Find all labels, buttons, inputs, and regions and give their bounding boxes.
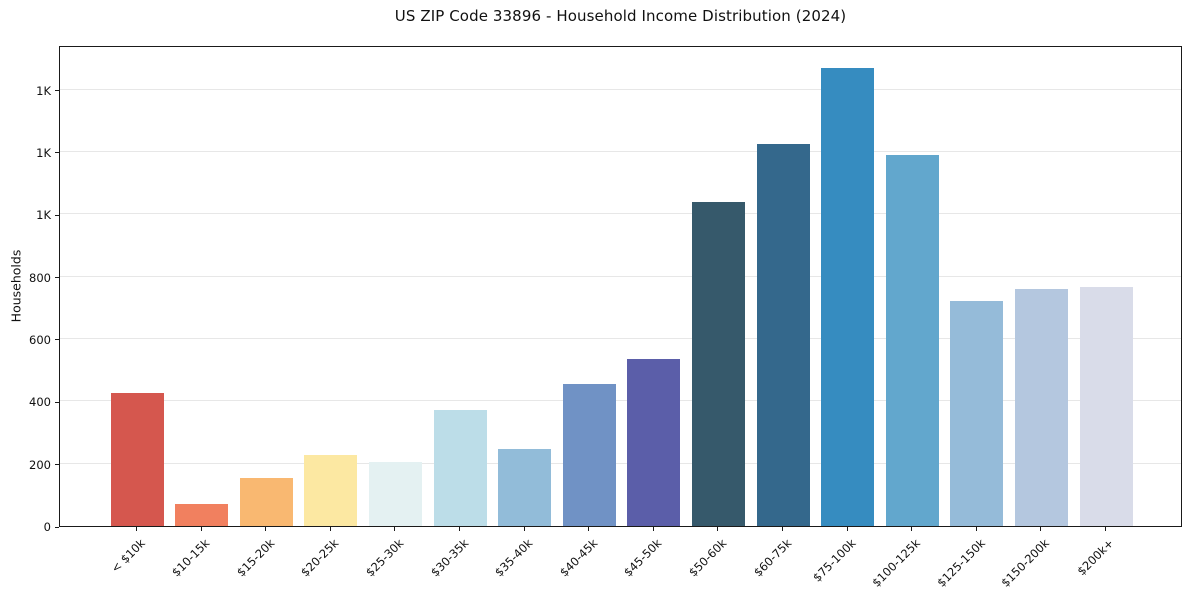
- x-tick-mark: [200, 527, 202, 531]
- chart-title: US ZIP Code 33896 - Household Income Dis…: [394, 7, 847, 25]
- x-tick-label: $125-150k: [933, 536, 988, 590]
- bar-15-20k: [239, 477, 293, 526]
- bar-20-25k: [304, 454, 358, 526]
- x-tick-label: $20-25k: [298, 536, 342, 580]
- bar-25-30k: [368, 462, 422, 526]
- x-tick-label: $200k+: [1074, 536, 1117, 579]
- bar-10k: [110, 392, 164, 526]
- y-tick-mark: [55, 277, 59, 279]
- gridline-y200: [60, 462, 1181, 464]
- x-tick-mark: [588, 527, 590, 531]
- x-tick-mark: [782, 527, 783, 531]
- x-tick-label: $50-60k: [685, 536, 730, 580]
- x-tick-mark: [459, 527, 460, 531]
- x-tick-label: $150-200k: [998, 536, 1053, 590]
- x-tick-label: < $10k: [108, 536, 148, 576]
- x-tick-label: $10-15k: [169, 536, 213, 580]
- bar-200k: [1079, 287, 1133, 526]
- bar-75-100k: [821, 67, 875, 526]
- gridline-y800: [60, 275, 1181, 277]
- x-tick-label: $40-45k: [556, 536, 601, 580]
- x-tick-label: $100-125k: [869, 536, 924, 590]
- bar-50-60k: [691, 202, 745, 526]
- gridline-y1000: [60, 213, 1181, 215]
- bar-45-50k: [627, 358, 681, 526]
- x-tick-label: $60-75k: [750, 536, 794, 580]
- y-tick-mark: [55, 464, 59, 466]
- x-tick-label: $45-50k: [621, 536, 665, 580]
- x-tick-mark: [394, 527, 396, 531]
- y-tick-mark: [55, 526, 59, 528]
- gridline-y400: [60, 400, 1181, 402]
- x-tick-mark: [136, 527, 137, 531]
- y-tick-label: 600: [29, 332, 51, 347]
- x-tick-label: $35-40k: [492, 536, 536, 580]
- x-tick-mark: [265, 527, 267, 531]
- y-tick-label: 1K: [36, 145, 51, 160]
- y-tick-label: 400: [29, 395, 51, 410]
- y-tick-mark: [55, 214, 59, 216]
- x-tick-mark: [975, 527, 977, 531]
- x-tick-mark: [1040, 527, 1042, 531]
- x-tick-mark: [846, 527, 848, 531]
- x-tick-mark: [717, 527, 719, 531]
- x-tick-label: $15-20k: [233, 536, 278, 580]
- y-tick-mark: [55, 152, 59, 154]
- y-tick-label: 1K: [36, 208, 51, 223]
- x-tick-mark: [523, 527, 525, 531]
- y-tick-mark: [55, 90, 59, 92]
- x-tick-label: $25-30k: [362, 536, 407, 580]
- y-tick-mark: [55, 401, 59, 403]
- x-tick-label: $30-35k: [427, 536, 471, 580]
- x-tick-label: $75-100k: [809, 536, 859, 585]
- y-tick-label: 200: [29, 457, 51, 472]
- bar-60-75k: [756, 143, 810, 526]
- bar-30-35k: [433, 410, 487, 526]
- x-tick-mark: [329, 527, 331, 531]
- gridline-y600: [60, 337, 1181, 339]
- y-axis-label: Households: [8, 249, 24, 323]
- bar-150-200k: [1014, 288, 1068, 526]
- bar-10-15k: [175, 504, 229, 526]
- bar-40-45k: [562, 383, 616, 526]
- bar-125-150k: [950, 300, 1004, 526]
- y-tick-label: 800: [29, 270, 51, 285]
- gridline-y1400: [60, 88, 1181, 90]
- plot-area: [59, 46, 1182, 527]
- x-tick-mark: [652, 527, 654, 531]
- x-tick-mark: [911, 527, 913, 531]
- bar-100-125k: [885, 155, 939, 526]
- y-tick-label: 0: [43, 520, 51, 534]
- y-tick-label: 1K: [36, 83, 51, 98]
- bar-35-40k: [498, 449, 552, 526]
- y-tick-mark: [55, 339, 59, 341]
- gridline-y1200: [60, 150, 1181, 152]
- x-tick-mark: [1105, 527, 1106, 531]
